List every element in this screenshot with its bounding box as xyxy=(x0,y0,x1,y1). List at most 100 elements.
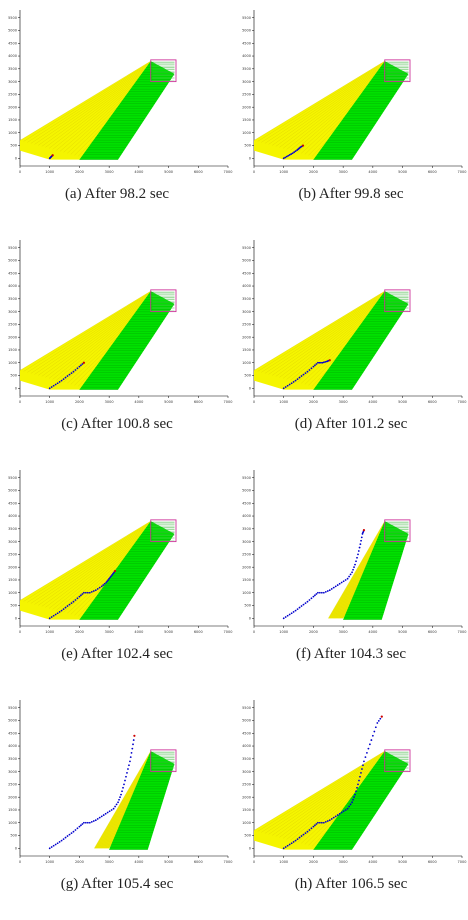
y-tick-label: 1500 xyxy=(242,808,251,812)
trajectory-point xyxy=(290,842,293,845)
trajectory-point xyxy=(363,760,365,763)
trajectory-point xyxy=(106,811,109,814)
trajectory-point xyxy=(312,595,315,598)
trajectory-point xyxy=(282,847,285,850)
trajectory-point xyxy=(294,150,297,153)
panel-caption: (b) After 99.8 sec xyxy=(298,186,404,202)
trajectory-point xyxy=(304,602,307,605)
trajectory-point xyxy=(96,818,99,820)
x-tick-label: 6000 xyxy=(194,630,203,634)
trajectory-point xyxy=(291,152,294,155)
x-tick-label: 1000 xyxy=(279,630,288,634)
trajectory-point xyxy=(284,386,287,388)
y-tick-label: 5000 xyxy=(8,29,17,33)
x-tick-label: 7000 xyxy=(224,860,233,864)
y-tick-label: 3000 xyxy=(242,770,251,774)
y-tick-label: 5500 xyxy=(242,476,251,480)
x-tick-label: 1000 xyxy=(279,170,288,174)
yellow-fan-line xyxy=(95,752,152,849)
trajectory-point xyxy=(320,591,323,594)
trajectory-head xyxy=(82,361,85,364)
plot-f: 0 1000 2000 3000 4000 5000 6000 7000 0 500 1000 150… xyxy=(242,470,467,634)
trajectory-point xyxy=(282,157,285,160)
x-tick-label: 7000 xyxy=(458,170,467,174)
yellow-fan-line xyxy=(329,522,386,619)
trajectory-point xyxy=(324,361,327,363)
y-tick-label: 2500 xyxy=(8,553,17,557)
y-tick-label: 2000 xyxy=(8,105,17,109)
y-tick-label: 2500 xyxy=(242,323,251,327)
yellow-fan-line xyxy=(268,293,387,375)
y-tick-label: 4000 xyxy=(8,514,17,518)
goal-box-outline xyxy=(150,59,177,83)
yellow-fill xyxy=(254,751,394,850)
y-tick-label: 3500 xyxy=(8,67,17,71)
trajectory xyxy=(282,715,383,850)
y-tick-label: 0 xyxy=(249,387,251,391)
trajectory-point xyxy=(292,381,295,383)
trajectory-point xyxy=(361,768,363,770)
x-tick-label: 5000 xyxy=(164,170,173,174)
trajectory-point xyxy=(54,613,57,616)
trajectory-point xyxy=(322,361,325,364)
panel-a: 0 1000 2000 3000 4000 5000 6000 7000 0 500 1000 150… xyxy=(0,0,234,230)
x-tick-label: 0 xyxy=(19,400,21,404)
trajectory-point xyxy=(334,585,337,588)
trajectory-point xyxy=(62,838,65,841)
trajectory-point xyxy=(367,747,370,750)
yellow-fan-line xyxy=(261,292,386,373)
x-tick-label: 5000 xyxy=(164,400,173,404)
trajectory xyxy=(282,528,366,620)
trajectory-point xyxy=(326,820,329,822)
yellow-fan-line xyxy=(264,293,387,374)
y-tick-label: 5000 xyxy=(242,259,251,263)
yellow-fan-line xyxy=(38,64,154,146)
x-tick-label: 4000 xyxy=(368,860,377,864)
yellow-fan-line xyxy=(96,753,153,849)
yellow-fill xyxy=(20,61,160,160)
trajectory-point xyxy=(48,847,51,850)
yellow-fan-line xyxy=(275,295,388,377)
trajectory-point xyxy=(349,803,352,806)
panel-e: 0 1000 2000 3000 4000 5000 6000 7000 0 500 1000 150… xyxy=(0,460,234,690)
y-tick-label: 1000 xyxy=(8,131,17,135)
x-tick-label: 6000 xyxy=(194,400,203,404)
yellow-fan-line xyxy=(45,296,155,378)
trajectory-point xyxy=(123,783,125,786)
trajectory-point xyxy=(373,730,376,733)
y-tick-label: 0 xyxy=(15,617,17,621)
trajectory-point xyxy=(104,812,107,815)
y-tick-label: 1000 xyxy=(8,821,17,825)
trajectory-point xyxy=(368,743,371,746)
plot-d: 0 1000 2000 3000 4000 5000 6000 7000 0 500 1000 150… xyxy=(242,240,466,404)
trajectory-point xyxy=(334,815,337,818)
y-tick-label: 3500 xyxy=(242,527,251,531)
trajectory-point xyxy=(114,805,116,808)
goal-box xyxy=(150,749,177,773)
x-tick-label: 0 xyxy=(19,630,21,634)
trajectory-point xyxy=(127,768,129,770)
x-tick-label: 0 xyxy=(253,860,255,864)
trajectory-point xyxy=(351,571,353,574)
y-tick-label: 4000 xyxy=(8,284,17,288)
trajectory-point xyxy=(81,363,84,365)
yellow-fan-line xyxy=(30,63,153,144)
trajectory-point xyxy=(105,581,108,584)
x-tick-label: 7000 xyxy=(458,630,467,634)
trajectory-point xyxy=(306,600,309,603)
trajectory-point xyxy=(129,760,131,763)
trajectory-point xyxy=(351,801,353,804)
yellow-fan-line xyxy=(27,62,152,143)
trajectory-point xyxy=(96,588,99,590)
x-tick-label: 6000 xyxy=(428,630,437,634)
x-tick-label: 5000 xyxy=(398,630,407,634)
trajectory-point xyxy=(64,376,67,379)
trajectory-point xyxy=(374,726,377,729)
x-tick-label: 2000 xyxy=(309,170,318,174)
green-region xyxy=(79,291,175,390)
trajectory-point xyxy=(360,771,362,774)
trajectory-point xyxy=(332,816,335,819)
trajectory-point xyxy=(312,365,315,368)
trajectory-point xyxy=(306,370,309,373)
trajectory-point xyxy=(322,821,325,824)
